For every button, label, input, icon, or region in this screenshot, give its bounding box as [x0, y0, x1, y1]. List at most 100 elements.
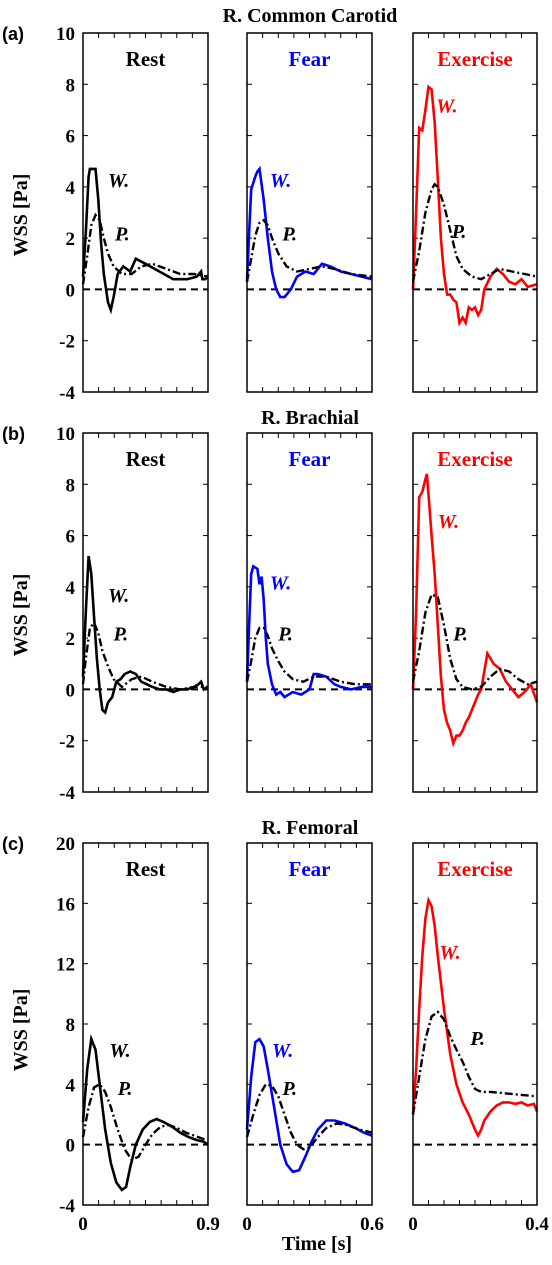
- y-tick-label: 10: [56, 24, 75, 45]
- y-tick-label: 8: [66, 75, 76, 96]
- x-tick-label: 0.6: [360, 1214, 384, 1235]
- y-tick-label: 12: [56, 955, 75, 976]
- series-line-p: [245, 626, 372, 686]
- y-tick-label: 0: [66, 280, 76, 301]
- axes-frame: [246, 842, 373, 1206]
- subplot-label: Rest: [126, 447, 166, 471]
- axes-frame: [412, 842, 538, 1206]
- series-line-p: [81, 1082, 209, 1162]
- axes-frame: [412, 432, 538, 793]
- y-tick-label: 16: [56, 894, 75, 915]
- panel-label: (b): [2, 424, 25, 444]
- series-annotation-w: W.: [439, 942, 460, 964]
- axes-frame: [246, 432, 373, 793]
- y-tick-label: 6: [66, 527, 76, 548]
- subplot-exercise: Exercise W. P.: [411, 32, 538, 393]
- x-tick-label: 0.9: [196, 1214, 220, 1235]
- panel-2: (b) R. Brachial WSS [Pa] -4 -2 0 2 4 6 8 10 Rest W. P…: [2, 407, 539, 804]
- y-tick-label: -2: [59, 732, 75, 753]
- axes-frame: [246, 32, 373, 393]
- axes-frame: [82, 842, 209, 1206]
- y-tick-label: -4: [59, 783, 75, 804]
- series-annotation-w: W.: [272, 1040, 293, 1062]
- series-annotation-w: W.: [108, 170, 129, 192]
- y-tick-label: -4: [59, 1196, 75, 1217]
- series-line-w: [81, 1034, 209, 1192]
- y-tick-label: 2: [66, 229, 76, 250]
- series-annotation-w: W.: [108, 585, 129, 607]
- subplot-label: Fear: [289, 447, 331, 471]
- x-axis-label: Time [s]: [282, 1233, 352, 1255]
- series-annotation-w: W.: [438, 511, 459, 533]
- subplot-exercise: Exercise W. P. 0 0.4: [408, 842, 549, 1235]
- series-annotation-p: P.: [452, 624, 468, 646]
- y-tick-label: 20: [56, 834, 75, 855]
- subplot-label: Exercise: [437, 47, 512, 71]
- series-line-w: [411, 896, 539, 1139]
- y-tick-label: 10: [56, 424, 75, 445]
- series-annotation-w: W.: [270, 170, 291, 192]
- x-tick-label: 0: [408, 1214, 418, 1235]
- series-line-w: [245, 564, 372, 699]
- series-annotation-w: W.: [270, 572, 291, 594]
- series-annotation-p: P.: [281, 224, 297, 246]
- subplot-label: Rest: [126, 857, 166, 881]
- y-axis-label: WSS [Pa]: [10, 574, 32, 657]
- subplot-label: Rest: [126, 47, 166, 71]
- series-line-p: [245, 218, 373, 282]
- series-line-p: [81, 620, 208, 691]
- y-tick-label: 4: [66, 1075, 76, 1096]
- subplot-rest: Rest W. P.: [81, 32, 209, 393]
- series-annotation-p: P.: [113, 624, 129, 646]
- series-line-p: [411, 592, 538, 691]
- y-tick-label: 8: [66, 475, 76, 496]
- x-tick-label: 0: [78, 1214, 88, 1235]
- series-annotation-p: P.: [114, 224, 130, 246]
- series-line-p: [411, 182, 538, 282]
- series-line-p: [81, 212, 209, 285]
- series-line-w: [81, 167, 209, 315]
- series-annotation-p: P.: [117, 1078, 133, 1100]
- panel-title: R. Brachial: [261, 407, 359, 429]
- subplot-rest: Rest W. P. 0 0.9: [78, 842, 220, 1235]
- x-tick-label: 0.4: [525, 1214, 549, 1235]
- series-line-p: [411, 1010, 538, 1115]
- subplot-label: Fear: [289, 47, 331, 71]
- y-axis-label: WSS [Pa]: [10, 174, 32, 257]
- series-line-w: [411, 84, 538, 327]
- subplot-fear: Fear W. P. 0 0.6: [242, 842, 384, 1235]
- panel-title: R. Femoral: [262, 817, 359, 839]
- y-tick-label: 4: [66, 178, 76, 199]
- y-tick-label: 0: [66, 1136, 76, 1157]
- axes-frame: [82, 32, 209, 393]
- series-line-w: [81, 555, 209, 715]
- y-tick-label: -2: [59, 332, 75, 353]
- subplot-label: Fear: [289, 857, 331, 881]
- x-tick-label: 0: [242, 1214, 252, 1235]
- subplot-label: Exercise: [437, 857, 512, 881]
- y-tick-label: 2: [66, 629, 76, 650]
- series-annotation-p: P.: [277, 624, 293, 646]
- series-annotation-p: P.: [281, 1078, 297, 1100]
- panel-1: (a) R. Common Carotid WSS [Pa] -4 -2 0 2 4 6 8 10 R…: [2, 5, 538, 404]
- subplot-fear: Fear W. P.: [245, 32, 373, 393]
- panel-label: (a): [2, 24, 24, 44]
- series-annotation-w: W.: [436, 95, 457, 117]
- axes-frame: [82, 432, 209, 793]
- series-line-w: [411, 473, 539, 748]
- panel-label: (c): [2, 834, 24, 854]
- subplot-exercise: Exercise W. P.: [411, 432, 539, 793]
- series-annotation-p: P.: [451, 221, 467, 243]
- series-line-w: [245, 1037, 373, 1174]
- y-tick-label: 0: [66, 680, 76, 701]
- series-line-p: [245, 1082, 373, 1151]
- panel-title: R. Common Carotid: [223, 5, 398, 27]
- series-annotation-w: W.: [109, 1040, 130, 1062]
- axes-frame: [412, 32, 538, 393]
- series-line-w: [245, 165, 373, 299]
- y-tick-label: -4: [59, 383, 75, 404]
- y-axis-label: WSS [Pa]: [10, 989, 32, 1072]
- subplot-label: Exercise: [437, 447, 512, 471]
